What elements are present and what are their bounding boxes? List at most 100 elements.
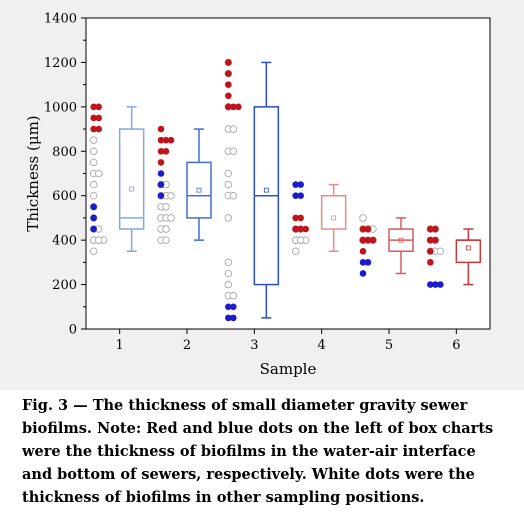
blue-dot xyxy=(157,192,165,200)
blue-dot xyxy=(90,225,97,233)
y-tick-label: 1200 xyxy=(44,56,77,71)
white-dot xyxy=(162,225,170,233)
x-axis-title: Sample xyxy=(260,360,317,378)
y-tick-label: 400 xyxy=(52,234,77,249)
red-dot xyxy=(157,147,165,155)
white-dot xyxy=(89,180,98,189)
red-dot xyxy=(225,70,232,77)
red-dot xyxy=(90,125,97,133)
red-dot xyxy=(95,103,102,111)
x-tick-label: 1 xyxy=(116,338,124,353)
red-dot xyxy=(427,259,434,266)
red-dot xyxy=(90,103,97,111)
box-mean-marker xyxy=(398,237,404,243)
box-body xyxy=(186,161,212,219)
blue-dot xyxy=(157,181,165,188)
white-dot xyxy=(167,191,175,200)
blue-dot xyxy=(297,181,304,188)
blue-dot xyxy=(230,314,237,322)
red-dot xyxy=(359,247,367,255)
red-dot xyxy=(162,147,170,155)
white-dot xyxy=(291,247,300,256)
x-tick-label: 5 xyxy=(385,338,393,353)
white-dot xyxy=(89,191,98,200)
box-mean-marker xyxy=(129,186,135,192)
blue-dot xyxy=(90,203,97,211)
y-tick-label: 600 xyxy=(52,189,77,204)
figure-caption: Fig. 3 — The thickness of small diameter… xyxy=(22,397,494,506)
box-mean-marker xyxy=(196,187,202,193)
blue-dot xyxy=(359,259,367,266)
white-dot xyxy=(436,247,445,256)
red-dot xyxy=(157,125,165,133)
red-dot xyxy=(157,136,165,144)
blue-dot xyxy=(292,192,299,200)
red-dot xyxy=(297,214,304,222)
white-dot xyxy=(296,236,305,244)
blue-dot xyxy=(364,259,372,266)
white-dot xyxy=(89,158,98,167)
white-dot xyxy=(224,269,233,278)
red-dot xyxy=(162,136,170,144)
white-dot xyxy=(162,203,170,211)
red-dot xyxy=(427,225,434,233)
white-dot xyxy=(224,214,233,222)
red-dot xyxy=(225,81,232,88)
plot-frame xyxy=(85,17,491,330)
y-tick-label: 1000 xyxy=(44,100,77,115)
white-dot xyxy=(224,280,233,289)
red-dot xyxy=(359,225,367,233)
white-dot xyxy=(94,169,103,178)
red-dot xyxy=(364,225,372,233)
red-dot xyxy=(427,236,434,244)
white-dot xyxy=(167,214,175,222)
blue-dot xyxy=(157,170,165,177)
white-dot xyxy=(94,236,103,244)
red-dot xyxy=(90,114,97,122)
red-dot xyxy=(225,103,232,111)
box-mean-marker xyxy=(465,245,471,251)
blue-dot xyxy=(225,314,232,322)
box-mean-marker xyxy=(263,187,269,193)
blue-dot xyxy=(297,192,304,200)
blue-dot xyxy=(230,303,237,311)
box-body xyxy=(118,128,145,230)
red-dot xyxy=(95,125,102,133)
y-tick-label: 800 xyxy=(52,145,77,160)
white-dot xyxy=(89,147,98,156)
red-dot xyxy=(235,103,242,111)
blue-dot xyxy=(90,214,97,222)
blue-dot xyxy=(359,270,367,277)
red-dot xyxy=(225,92,232,100)
red-dot xyxy=(302,225,309,233)
y-tick-label: 200 xyxy=(52,278,77,293)
red-dot xyxy=(230,103,237,111)
red-dot xyxy=(225,59,232,66)
box-mean-marker xyxy=(331,215,337,221)
blue-dot xyxy=(437,281,444,288)
white-dot xyxy=(229,291,238,300)
white-dot xyxy=(89,247,98,256)
white-dot xyxy=(359,214,367,222)
box-chart: 0 200 400 600 800 1000 1200 1400 1 2 3 4 5 6 Sample Thi… xyxy=(24,12,491,378)
red-dot xyxy=(359,236,367,244)
y-tick-label: 1400 xyxy=(44,12,77,27)
y-axis-title: Thickness (μm) xyxy=(24,115,42,231)
x-tick-label: 4 xyxy=(318,338,326,353)
red-dot xyxy=(427,247,434,255)
red-dot xyxy=(432,225,439,233)
red-dot xyxy=(292,225,299,233)
x-tick-label: 6 xyxy=(452,338,460,353)
red-dot xyxy=(432,236,439,244)
blue-dot xyxy=(432,281,439,288)
white-dot xyxy=(224,258,233,267)
blue-dot xyxy=(225,303,232,311)
y-tick-label: 0 xyxy=(69,323,77,338)
red-dot xyxy=(167,136,175,144)
blue-dot xyxy=(427,281,434,288)
white-dot xyxy=(224,169,233,178)
red-dot xyxy=(292,214,299,222)
plot-background xyxy=(86,18,490,329)
white-dot xyxy=(229,125,238,133)
red-dot xyxy=(157,159,165,166)
